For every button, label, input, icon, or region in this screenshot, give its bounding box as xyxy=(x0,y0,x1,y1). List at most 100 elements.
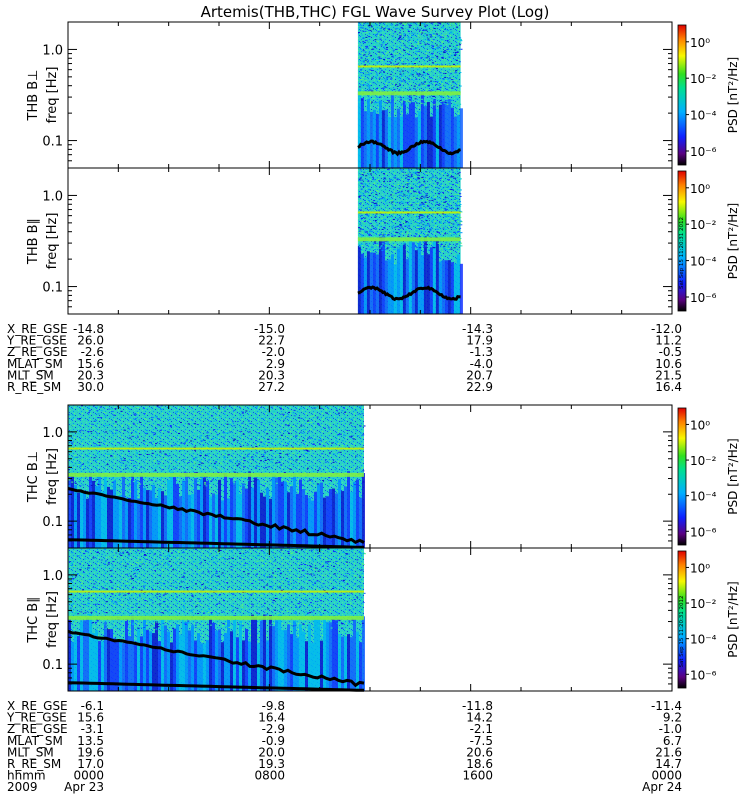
ephemeris-label: MLAT_SM xyxy=(7,357,63,371)
ephemeris-value: 13.5 xyxy=(77,734,104,748)
colorbar: 10⁰ 10⁻² 10⁻⁴ 10⁻⁶ PSD [nT²/Hz] xyxy=(677,24,740,166)
spectrogram-data xyxy=(67,405,366,549)
secondary-trace xyxy=(67,538,364,549)
ephemeris-value: 17.9 xyxy=(466,334,493,348)
colorbar: 10⁰ 10⁻² 10⁻⁴ 10⁻⁶ PSD [nT²/Hz] Sat Sep 15 11… xyxy=(677,550,740,689)
ephemeris-value: 26.0 xyxy=(77,334,104,348)
spectrogram-data xyxy=(357,22,463,168)
y-tick-label: 0.1 xyxy=(42,515,63,530)
ephemeris-value: -11.4 xyxy=(651,699,682,713)
ephemeris-value: 22.9 xyxy=(466,380,493,394)
colorbar-tick-label: 10⁰ xyxy=(690,561,710,575)
colorbar-tick-label: 10⁻⁴ xyxy=(690,255,717,269)
ephemeris-value: -9.8 xyxy=(262,699,285,713)
cyclotron-trace xyxy=(357,285,461,302)
ephemeris-value: 27.2 xyxy=(258,380,285,394)
ephemeris-value: 18.6 xyxy=(466,757,493,771)
cyclotron-trace xyxy=(357,139,461,157)
cyclotron-trace xyxy=(67,629,365,688)
spectral-line xyxy=(68,615,364,620)
ephemeris-value: -12.0 xyxy=(651,322,682,336)
spectral-line xyxy=(68,590,364,593)
spectrogram-data xyxy=(357,168,463,314)
y-axis-title: THB B∥ xyxy=(26,218,41,265)
hhmm-tick-label: 0000 xyxy=(73,769,104,783)
ephemeris-value: 15.6 xyxy=(77,357,104,371)
y-tick-label: 0.1 xyxy=(42,281,63,296)
y-tick-label: 0.1 xyxy=(42,135,63,150)
spectral-line xyxy=(357,91,461,96)
colorbar-tick-label: 10⁻⁴ xyxy=(690,490,717,504)
colorbar-label: PSD [nT²/Hz] xyxy=(726,57,740,133)
plot-timestamp: Sat Sep 15 11:20:31 2012 xyxy=(679,217,685,289)
ephemeris-value: -2.6 xyxy=(81,345,104,359)
spectrogram-panel-thb-par: 1.0 0.1 THB B∥ freq [Hz] 10⁰ 10⁻² 10⁻⁴ 10⁻⁶ PSD … xyxy=(26,167,740,315)
ephemeris-table: X_RE_GSEY_RE_GSEZ_RE_GSEMLAT_SMMLT_SMR_R… xyxy=(6,322,682,394)
ephemeris-label: X_RE_GSE xyxy=(7,699,68,713)
colorbar-tick-label: 10⁻⁶ xyxy=(690,525,717,539)
y-tick-label: 1.0 xyxy=(42,189,63,204)
ephemeris-value: -14.3 xyxy=(462,322,493,336)
spectral-line xyxy=(68,472,364,477)
year-label: 2009 xyxy=(7,780,38,794)
colorbar-tick-label: 10⁻² xyxy=(690,454,717,468)
ephemeris-label: R_RE_SM xyxy=(7,757,61,771)
time-axis-labels: hhmm 0000 0800 1600 0000 2009 Apr 23 Apr 24 xyxy=(7,769,682,795)
ephemeris-label: X_RE_GSE xyxy=(7,322,68,336)
colorbar-label: PSD [nT²/Hz] xyxy=(726,581,740,657)
secondary-trace xyxy=(67,681,364,692)
ephemeris-value: 20.3 xyxy=(258,368,285,382)
ephemeris-value: 20.6 xyxy=(466,745,493,759)
ephemeris-value: 16.4 xyxy=(258,711,285,725)
hhmm-tick-label: 0000 xyxy=(651,769,682,783)
ephemeris-value: 9.2 xyxy=(663,711,682,725)
colorbar-tick-label: 10⁻⁴ xyxy=(690,109,717,123)
colorbar-tick-label: 10⁻⁶ xyxy=(690,668,717,682)
ephemeris-value: -2.0 xyxy=(262,345,285,359)
plot-timestamp: Sat Sep 15 11:20:31 2012 xyxy=(679,595,685,667)
colorbar-tick-label: 10⁻⁶ xyxy=(690,145,717,159)
ephemeris-value: 14.7 xyxy=(655,757,682,771)
y-axis-title: THC B⊥ xyxy=(26,451,41,503)
colorbar-label: PSD [nT²/Hz] xyxy=(726,438,740,514)
colorbar-tick-label: 10⁻⁴ xyxy=(690,633,717,647)
ephemeris-label: Z_RE_GSE xyxy=(7,722,68,736)
ephemeris-label: MLT_SM xyxy=(7,368,54,382)
ephemeris-value: 15.6 xyxy=(77,711,104,725)
y-tick-label: 0.1 xyxy=(42,658,63,673)
hhmm-tick-label: 0800 xyxy=(254,769,285,783)
colorbar-tick-label: 10⁻² xyxy=(690,72,717,86)
ephemeris-value: -11.8 xyxy=(462,699,493,713)
ephemeris-value: -4.0 xyxy=(470,357,493,371)
colorbar: 10⁰ 10⁻² 10⁻⁴ 10⁻⁶ PSD [nT²/Hz] Sat Sep 15 11… xyxy=(677,170,740,312)
colorbar-tick-label: 10⁻² xyxy=(690,597,717,611)
ephemeris-value: -0.9 xyxy=(262,734,285,748)
ephemeris-value: -14.8 xyxy=(73,322,104,336)
y-tick-label: 1.0 xyxy=(42,43,63,58)
ephemeris-label: Y_RE_GSE xyxy=(6,334,67,348)
hhmm-tick-label: 1600 xyxy=(462,769,493,783)
ephemeris-value: 6.7 xyxy=(663,734,682,748)
hhmm-label: hhmm xyxy=(7,769,46,783)
ephemeris-value: 14.2 xyxy=(466,711,493,725)
ephemeris-value: 16.4 xyxy=(655,380,682,394)
y-axis-title: THC B∥ xyxy=(26,596,41,643)
y-tick-label: 1.0 xyxy=(42,426,63,441)
y-axis-unit: freq [Hz] xyxy=(45,448,60,505)
y-axis-unit: freq [Hz] xyxy=(45,213,60,270)
ephemeris-value: -1.0 xyxy=(659,722,682,736)
ephemeris-value: 10.6 xyxy=(655,357,682,371)
ephemeris-value: 19.6 xyxy=(77,745,104,759)
spectral-line xyxy=(357,65,461,68)
colorbar-tick-label: 10⁰ xyxy=(690,36,710,50)
ephemeris-value: 20.7 xyxy=(466,368,493,382)
ephemeris-label: MLT_SM xyxy=(7,745,54,759)
colorbar-tick-label: 10⁻² xyxy=(690,218,717,232)
ephemeris-label: Z_RE_GSE xyxy=(7,345,68,359)
date-label-end: Apr 24 xyxy=(642,780,682,794)
colorbar: 10⁰ 10⁻² 10⁻⁴ 10⁻⁶ PSD [nT²/Hz] xyxy=(677,407,740,546)
